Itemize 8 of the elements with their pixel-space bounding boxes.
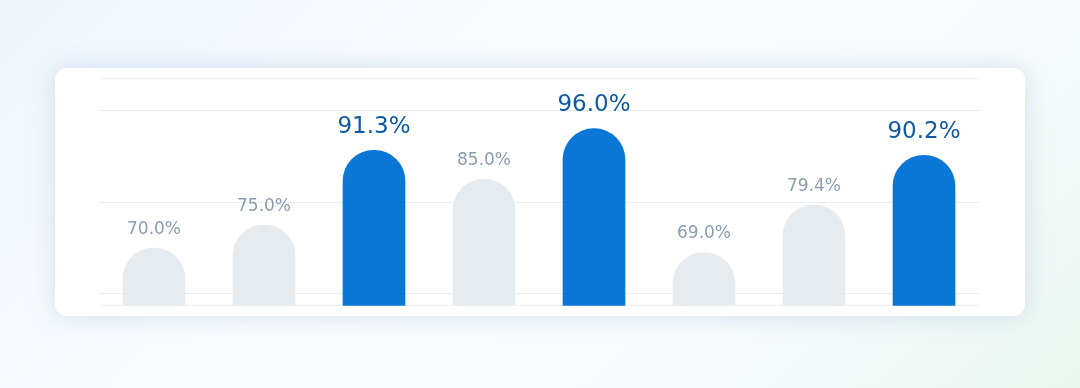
data-label: 85.0% [456, 149, 512, 170]
data-label: 75.0% [236, 194, 292, 215]
data-label: 91.3% [337, 111, 411, 138]
data-label: 79.4% [786, 174, 842, 195]
data-label: 96.0% [557, 90, 631, 117]
data-label: 90.2% [887, 116, 961, 143]
data-label: 69.0% [676, 222, 732, 243]
data-label: 70.0% [126, 217, 182, 238]
